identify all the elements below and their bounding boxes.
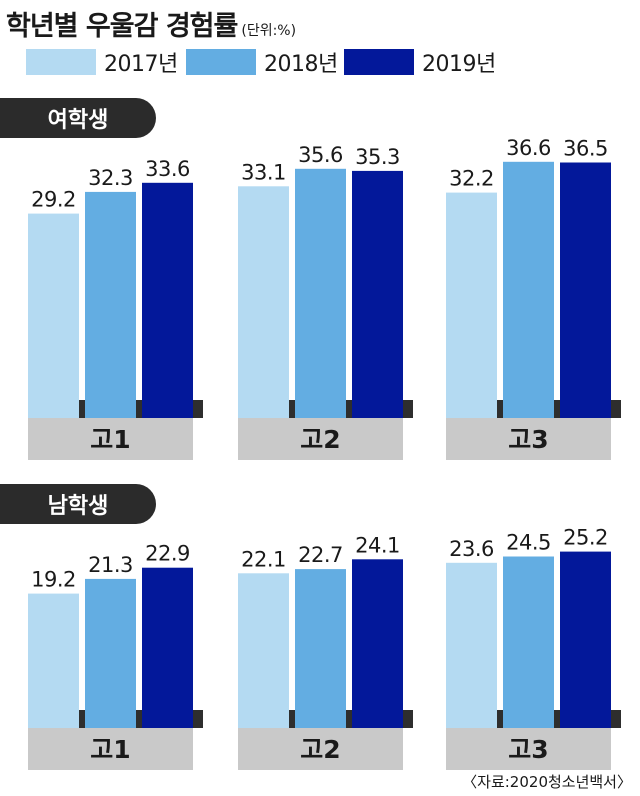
value-label-male-2-1: 22.1: [241, 547, 286, 571]
value-label-female-3-1: 32.2: [449, 167, 494, 191]
value-label-male-1-1: 19.2: [31, 568, 76, 592]
bar-male-3-2019년: [560, 551, 611, 728]
legend: 2017년 2018년 2019년: [0, 44, 640, 80]
legend-swatch-2018: [186, 49, 256, 75]
category-label-male-3: 고3: [508, 735, 548, 764]
category-box-female-2: [238, 418, 403, 460]
value-label-female-1-3: 33.6: [145, 157, 190, 181]
category-label-female-1: 고1: [90, 425, 130, 454]
bar-male-1-2017년: [28, 593, 79, 728]
value-label-female-3-3: 36.5: [563, 137, 608, 161]
legend-item-2017: 2017년: [26, 44, 178, 80]
bar-male-2-2018년: [295, 569, 346, 728]
value-label-male-3-2: 24.5: [506, 531, 551, 555]
source-note: 〈자료:2020청소년백서〉: [462, 773, 632, 791]
value-label-female-2-2: 35.6: [298, 143, 343, 167]
bar-male-2-2017년: [238, 573, 289, 728]
value-label-female-2-3: 35.3: [355, 145, 400, 169]
value-label-male-2-3: 24.1: [355, 533, 400, 557]
category-box-male-2: [238, 728, 403, 770]
value-label-male-1-2: 21.3: [88, 553, 133, 577]
bar-female-3-2019년: [560, 162, 611, 418]
category-label-female-2: 고2: [300, 425, 340, 454]
legend-item-2018: 2018년: [186, 44, 338, 80]
unit-label: (단위:%): [241, 23, 297, 39]
category-label-female-3: 고3: [508, 425, 548, 454]
bar-male-3-2017년: [446, 562, 497, 728]
category-box-female-1: [28, 418, 193, 460]
legend-label-2019: 2019년: [422, 52, 496, 77]
value-label-female-1-1: 29.2: [31, 188, 76, 212]
section-tab-female: 여학생: [0, 98, 156, 138]
category-box-female-3: [446, 418, 611, 460]
value-label-female-1-2: 32.3: [88, 166, 133, 190]
value-label-male-2-2: 22.7: [298, 543, 343, 567]
bar-female-1-2019년: [142, 182, 193, 418]
chart-title: 학년별 우울감 경험률 (단위:%): [6, 4, 296, 43]
bar-female-2-2017년: [238, 186, 289, 418]
value-label-female-3-2: 36.6: [506, 136, 551, 160]
bar-female-1-2018년: [85, 191, 136, 418]
bar-male-1-2019년: [142, 567, 193, 728]
category-label-male-2: 고2: [300, 735, 340, 764]
bar-male-2-2019년: [352, 559, 403, 728]
bar-female-1-2017년: [28, 213, 79, 418]
category-label-male-1: 고1: [90, 735, 130, 764]
bar-female-3-2018년: [503, 161, 554, 419]
legend-swatch-2017: [26, 49, 96, 75]
bar-female-3-2017년: [446, 192, 497, 418]
bar-male-3-2018년: [503, 556, 554, 728]
bar-male-1-2018년: [85, 578, 136, 728]
legend-label-2017: 2017년: [104, 52, 178, 77]
bar-female-2-2018년: [295, 168, 346, 418]
chart-title-text: 학년별 우울감 경험률: [6, 11, 238, 42]
value-label-male-1-3: 22.9: [145, 542, 190, 566]
legend-label-2018: 2018년: [264, 52, 338, 77]
section-tab-male: 남학생: [0, 484, 156, 524]
category-box-male-3: [446, 728, 611, 770]
value-label-male-3-1: 23.6: [449, 537, 494, 561]
legend-swatch-2019: [344, 49, 414, 75]
legend-item-2019: 2019년: [344, 44, 496, 80]
bar-female-2-2019년: [352, 170, 403, 418]
value-label-male-3-3: 25.2: [563, 526, 608, 550]
category-box-male-1: [28, 728, 193, 770]
value-label-female-2-1: 33.1: [241, 160, 286, 184]
